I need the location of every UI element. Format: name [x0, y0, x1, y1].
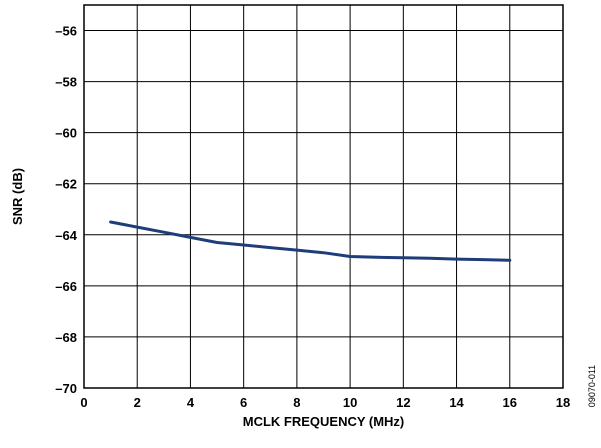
y-tick-label: –58 — [55, 75, 77, 90]
y-axis-label: SNR (dB) — [10, 168, 25, 225]
x-tick-label: 8 — [293, 395, 300, 410]
x-tick-label: 16 — [503, 395, 517, 410]
grid — [83, 5, 564, 389]
x-tick-label: 12 — [396, 395, 410, 410]
x-tick-label: 6 — [240, 395, 247, 410]
y-tick-label: –62 — [55, 177, 77, 192]
series-layer — [109, 220, 512, 262]
x-axis-label: MCLK FREQUENCY (MHz) — [243, 414, 405, 429]
plot-frame — [83, 4, 564, 389]
y-tick-label: –56 — [55, 24, 77, 39]
x-tick-label: 18 — [556, 395, 570, 410]
y-tick-label: –66 — [55, 279, 77, 294]
x-tick-label: 10 — [343, 395, 357, 410]
y-tick-label: –70 — [55, 381, 77, 396]
snr-series-line — [109, 220, 512, 262]
x-tick-label: 2 — [134, 395, 141, 410]
x-tick-labels: 0 2 4 6 8 10 12 14 16 18 — [80, 395, 570, 410]
figure-id: 09070-011 — [587, 365, 597, 407]
x-tick-label: 0 — [80, 395, 87, 410]
x-tick-label: 4 — [187, 395, 195, 410]
x-tick-label: 14 — [449, 395, 464, 410]
y-tick-label: –64 — [55, 228, 77, 243]
y-tick-labels: –70 –68 –66 –64 –62 –60 –58 –56 — [55, 24, 77, 396]
y-tick-label: –68 — [55, 330, 77, 345]
y-tick-label: –60 — [55, 126, 77, 141]
